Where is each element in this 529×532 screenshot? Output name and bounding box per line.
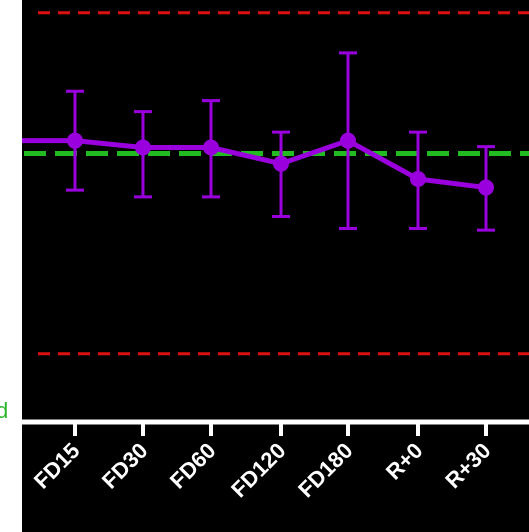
y-axis-label-fragment: d [0,398,8,423]
data-point-FD120 [273,155,289,172]
series-polyline [22,138,487,191]
data-point-FD60 [203,139,219,156]
data-point-FD15 [67,132,83,149]
data-point-FD180 [340,132,356,149]
reference-lines [24,11,529,356]
data-point-FD30 [135,139,151,156]
series-line [22,138,487,191]
data-point-R+30 [478,179,494,196]
data-point-R+0 [410,171,426,188]
plot-background [22,0,529,532]
error-bars [66,51,495,232]
data-points [67,132,494,196]
